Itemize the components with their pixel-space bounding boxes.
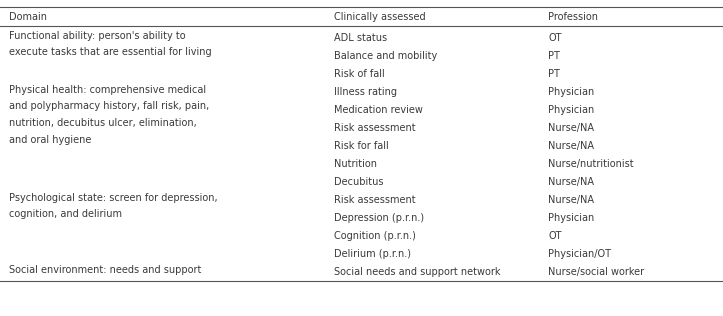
Text: cognition, and delirium: cognition, and delirium: [9, 210, 121, 219]
Text: Nurse/social worker: Nurse/social worker: [548, 267, 644, 277]
Text: Balance and mobility: Balance and mobility: [334, 51, 437, 61]
Text: PT: PT: [548, 69, 560, 79]
Text: Nurse/nutritionist: Nurse/nutritionist: [548, 159, 633, 169]
Text: Physician/OT: Physician/OT: [548, 249, 611, 259]
Text: OT: OT: [548, 33, 562, 43]
Text: ADL status: ADL status: [334, 33, 387, 43]
Text: execute tasks that are essential for living: execute tasks that are essential for liv…: [9, 47, 211, 58]
Text: Nurse/NA: Nurse/NA: [548, 177, 594, 187]
Text: Risk of fall: Risk of fall: [334, 69, 385, 79]
Text: Nurse/NA: Nurse/NA: [548, 141, 594, 151]
Text: Functional ability: person's ability to: Functional ability: person's ability to: [9, 31, 185, 41]
Text: Risk assessment: Risk assessment: [334, 123, 416, 133]
Text: Depression (p.r.n.): Depression (p.r.n.): [334, 213, 424, 223]
Text: Decubitus: Decubitus: [334, 177, 383, 187]
Text: PT: PT: [548, 51, 560, 61]
Text: Risk for fall: Risk for fall: [334, 141, 389, 151]
Text: Nutrition: Nutrition: [334, 159, 377, 169]
Text: Physician: Physician: [548, 213, 594, 223]
Text: Delirium (p.r.n.): Delirium (p.r.n.): [334, 249, 411, 259]
Text: Nurse/NA: Nurse/NA: [548, 195, 594, 205]
Text: Medication review: Medication review: [334, 105, 423, 115]
Text: Nurse/NA: Nurse/NA: [548, 123, 594, 133]
Text: Physician: Physician: [548, 105, 594, 115]
Text: Physician: Physician: [548, 87, 594, 97]
Text: Social needs and support network: Social needs and support network: [334, 267, 500, 277]
Text: Social environment: needs and support: Social environment: needs and support: [9, 265, 201, 275]
Text: Physical health: comprehensive medical: Physical health: comprehensive medical: [9, 85, 206, 95]
Text: Psychological state: screen for depression,: Psychological state: screen for depressi…: [9, 193, 218, 203]
Text: and oral hygiene: and oral hygiene: [9, 135, 91, 144]
Text: OT: OT: [548, 231, 562, 241]
Text: Clinically assessed: Clinically assessed: [334, 12, 426, 22]
Text: Domain: Domain: [9, 12, 47, 22]
Text: Risk assessment: Risk assessment: [334, 195, 416, 205]
Text: Cognition (p.r.n.): Cognition (p.r.n.): [334, 231, 416, 241]
Text: Profession: Profession: [548, 12, 598, 22]
Text: and polypharmacy history, fall risk, pain,: and polypharmacy history, fall risk, pai…: [9, 101, 209, 112]
Text: nutrition, decubitus ulcer, elimination,: nutrition, decubitus ulcer, elimination,: [9, 118, 197, 128]
Text: Illness rating: Illness rating: [334, 87, 397, 97]
